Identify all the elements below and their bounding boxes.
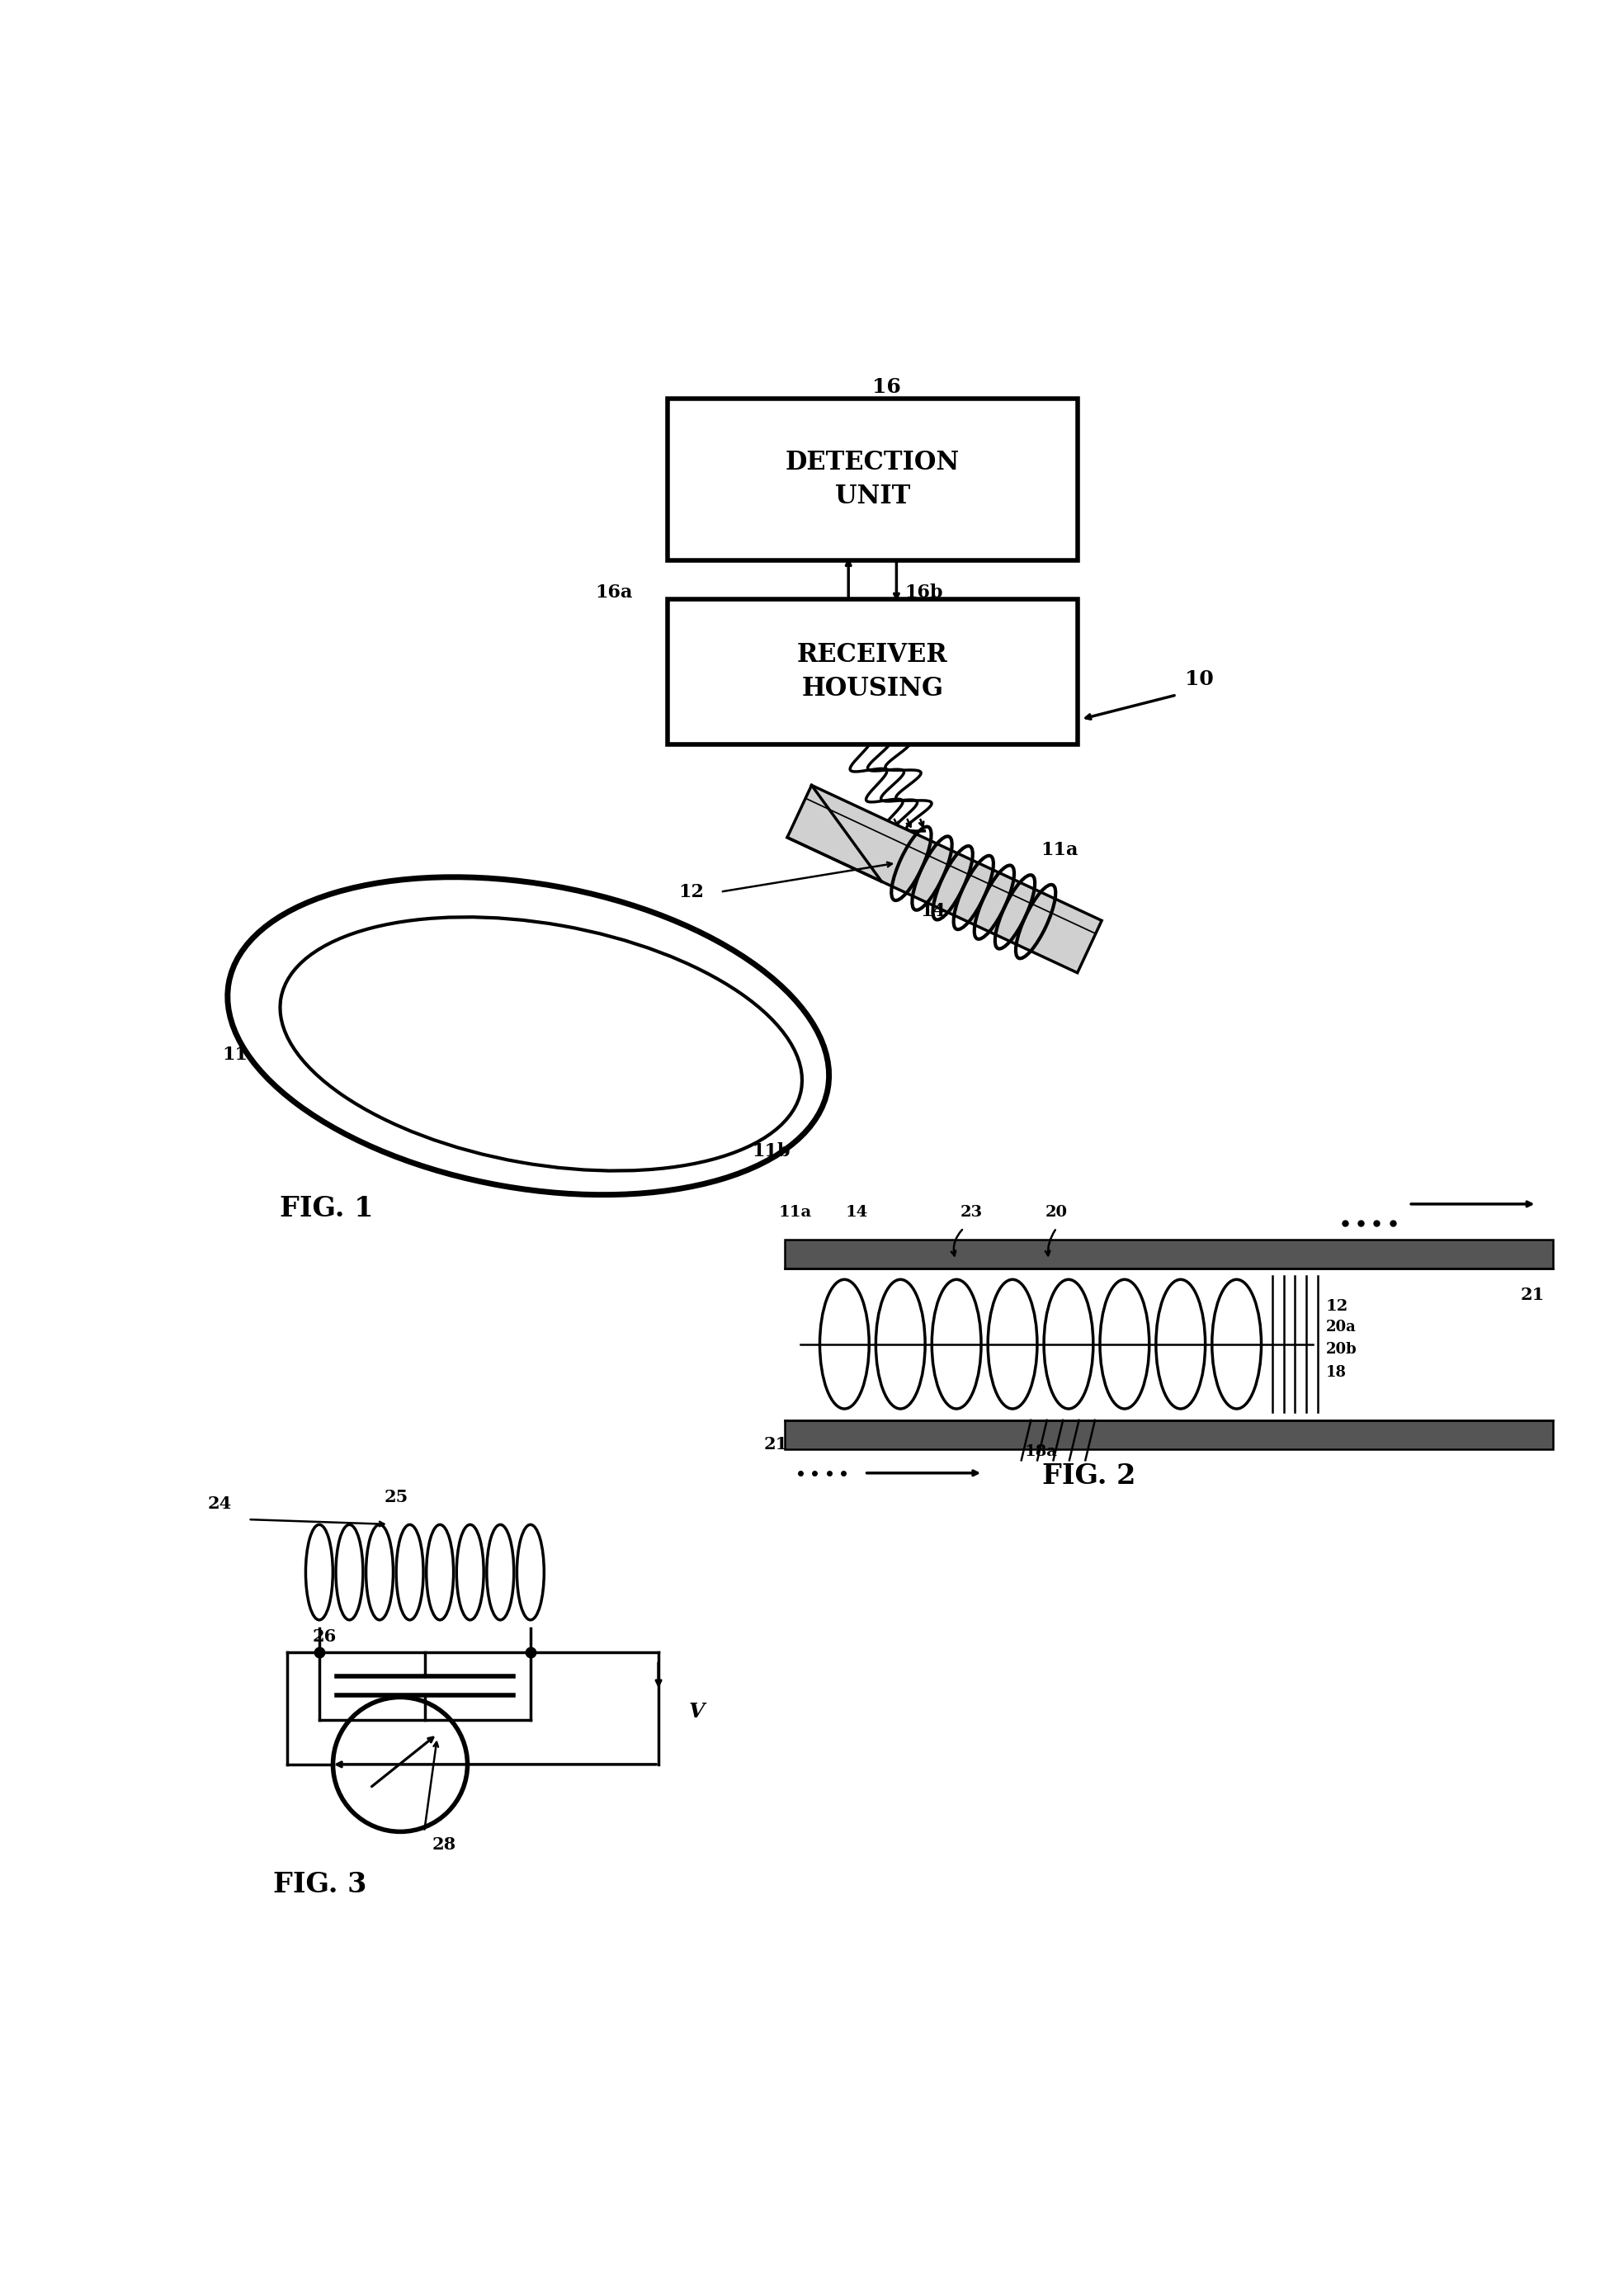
Text: 26: 26 — [312, 1628, 336, 1644]
Text: 12: 12 — [1325, 1300, 1347, 1313]
Polygon shape — [787, 785, 1101, 974]
Text: 21: 21 — [763, 1435, 787, 1453]
Polygon shape — [784, 1421, 1552, 1449]
Polygon shape — [784, 1240, 1552, 1267]
Text: 20: 20 — [1045, 1205, 1067, 1219]
Text: RECEIVER
HOUSING: RECEIVER HOUSING — [797, 643, 947, 700]
Text: 16: 16 — [872, 377, 901, 397]
Text: 25: 25 — [384, 1488, 408, 1506]
Text: 24: 24 — [208, 1495, 232, 1511]
Text: 23: 23 — [960, 1205, 982, 1219]
Text: 11: 11 — [222, 1047, 248, 1065]
Text: 14: 14 — [920, 902, 946, 921]
Text: 20a: 20a — [1325, 1320, 1355, 1334]
Text: 11a: 11a — [779, 1205, 811, 1219]
Text: V: V — [688, 1701, 704, 1722]
Text: DETECTION
UNIT: DETECTION UNIT — [786, 450, 958, 510]
Text: 28: 28 — [432, 1837, 456, 1853]
Text: 18a: 18a — [1024, 1444, 1058, 1458]
Text: 12: 12 — [678, 882, 704, 900]
FancyBboxPatch shape — [667, 400, 1077, 560]
Text: FIG. 3: FIG. 3 — [274, 1871, 366, 1899]
Text: 18: 18 — [1325, 1364, 1346, 1380]
Text: 14: 14 — [845, 1205, 867, 1219]
Text: 11a: 11a — [1040, 840, 1077, 859]
Text: FIG. 2: FIG. 2 — [1042, 1463, 1134, 1490]
Text: FIG. 1: FIG. 1 — [280, 1196, 374, 1221]
Text: 21: 21 — [1520, 1288, 1544, 1304]
Text: 11b: 11b — [752, 1141, 790, 1159]
Text: 20b: 20b — [1325, 1343, 1355, 1357]
Text: 10: 10 — [1184, 668, 1213, 689]
Text: 16b: 16b — [904, 583, 942, 602]
FancyBboxPatch shape — [667, 599, 1077, 744]
Text: 16a: 16a — [595, 583, 632, 602]
